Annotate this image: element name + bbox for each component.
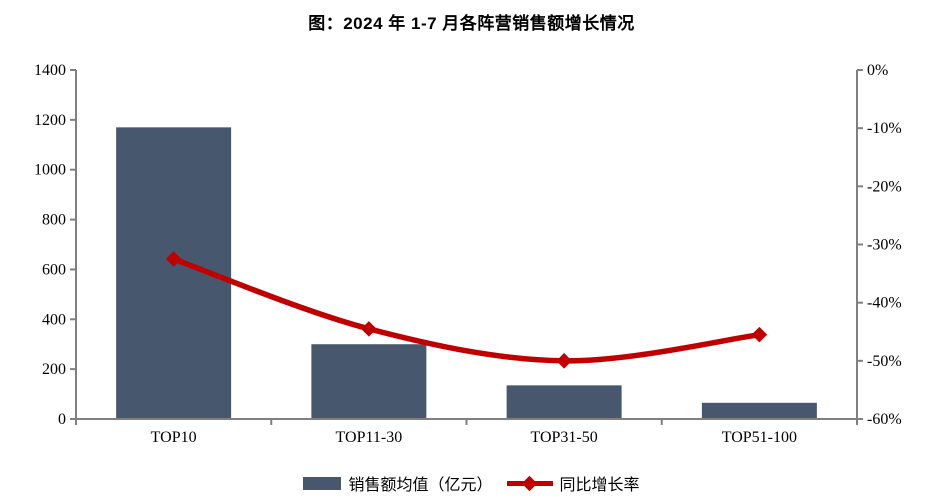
chart-title: 图：2024 年 1-7 月各阵营销售额增长情况 [308,14,635,33]
y-right-tick-label: 0% [867,62,888,79]
y-left-tick-label: 1000 [34,162,66,179]
bar-top11-30 [311,344,427,419]
y-right-tick-label: -40% [867,295,902,312]
x-category-label: TOP11-30 [336,429,403,446]
bar-top51-100 [701,402,817,419]
bar-top31-50 [506,385,622,419]
legend-item-sales: 销售额均值（亿元） [303,471,493,495]
x-category-label: TOP10 [151,429,197,446]
y-left-tick-label: 1400 [34,62,66,79]
growth-rate-line [170,256,763,364]
chart-legend: 销售额均值（亿元） 同比增长率 [0,471,943,495]
y-left-tick-label: 200 [42,361,66,378]
growth-marker-top31-50 [556,353,572,369]
legend-item-growth: 同比增长率 [506,471,640,495]
y-left-tick-label: 1200 [34,112,66,129]
line-series-swatch [506,475,553,491]
x-category-label: TOP31-50 [530,429,597,446]
diamond-marker-icon [521,475,537,491]
y-right-tick-label: -50% [867,353,902,370]
y-right-tick-label: -30% [867,237,902,254]
growth-marker-top51-100 [751,326,768,343]
y-right-tick-label: -60% [867,411,902,428]
y-left-tick-label: 0 [58,411,66,428]
legend-label-sales: 销售额均值（亿元） [348,477,493,494]
bar-series-swatch [303,476,342,490]
x-category-label: TOP51-100 [722,429,797,446]
y-left-tick-label: 600 [42,261,66,278]
y-right-tick-label: -10% [867,120,902,137]
plot-area: 0 200 400 600 800 1000 1200 1400 0% -10% -20% -30% -… [34,62,902,446]
legend-label-growth: 同比增长率 [559,477,640,494]
y-left-tick-label: 800 [42,212,66,229]
growth-marker-top11-30 [361,321,377,337]
y-left-tick-label: 400 [42,311,66,328]
y-right-tick-label: -20% [867,178,902,195]
